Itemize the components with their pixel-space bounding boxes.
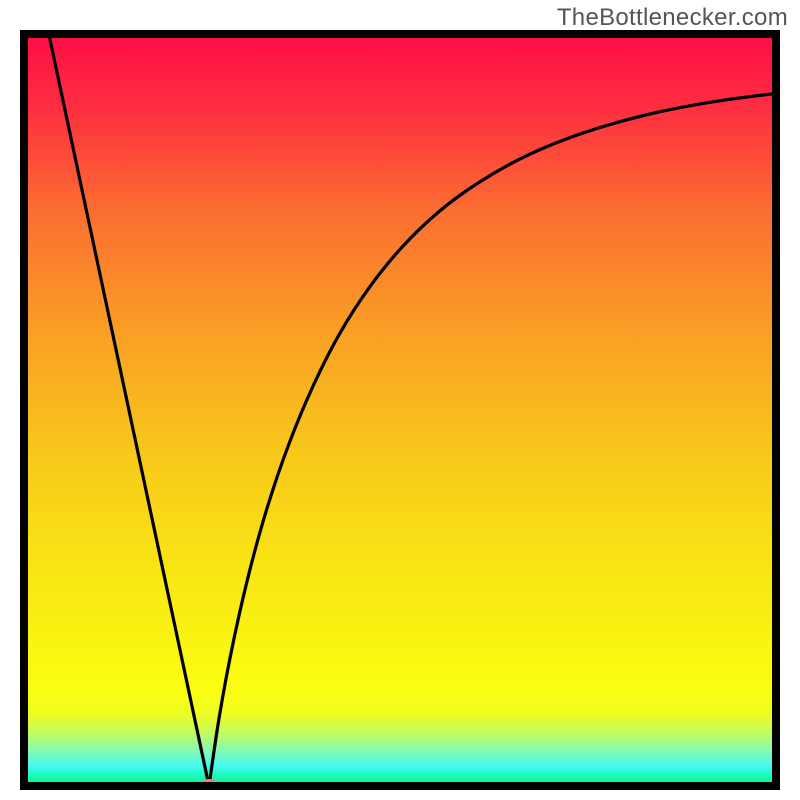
plot-background	[24, 34, 776, 786]
bottleneck-plot	[20, 30, 780, 790]
watermark-text: TheBottlenecker.com	[557, 4, 788, 32]
